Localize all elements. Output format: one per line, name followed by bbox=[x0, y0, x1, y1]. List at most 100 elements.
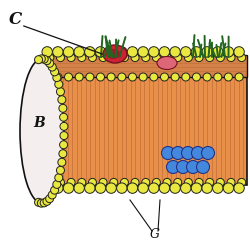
Circle shape bbox=[216, 178, 224, 186]
Bar bbox=[42, 55, 247, 77]
Circle shape bbox=[56, 88, 64, 96]
Circle shape bbox=[172, 146, 184, 160]
Circle shape bbox=[74, 47, 85, 57]
Circle shape bbox=[216, 54, 224, 62]
Circle shape bbox=[67, 54, 75, 62]
Circle shape bbox=[223, 183, 234, 193]
Circle shape bbox=[60, 113, 68, 121]
Circle shape bbox=[34, 198, 42, 206]
Circle shape bbox=[214, 73, 222, 81]
Circle shape bbox=[106, 183, 116, 193]
Circle shape bbox=[95, 183, 106, 193]
Circle shape bbox=[46, 178, 54, 186]
Circle shape bbox=[206, 54, 214, 62]
Circle shape bbox=[46, 59, 54, 67]
Circle shape bbox=[86, 73, 94, 81]
Circle shape bbox=[88, 178, 96, 186]
Circle shape bbox=[163, 178, 171, 186]
Circle shape bbox=[53, 180, 61, 188]
Circle shape bbox=[60, 132, 68, 140]
Circle shape bbox=[59, 104, 67, 112]
Circle shape bbox=[174, 178, 182, 186]
Circle shape bbox=[212, 47, 223, 57]
Circle shape bbox=[50, 186, 58, 194]
Circle shape bbox=[75, 73, 83, 81]
Circle shape bbox=[150, 73, 158, 81]
Circle shape bbox=[202, 183, 212, 193]
Circle shape bbox=[96, 73, 104, 81]
Circle shape bbox=[131, 178, 139, 186]
Circle shape bbox=[42, 47, 52, 57]
Circle shape bbox=[64, 73, 72, 81]
Circle shape bbox=[85, 47, 95, 57]
Circle shape bbox=[37, 55, 45, 63]
Circle shape bbox=[191, 47, 202, 57]
Circle shape bbox=[118, 73, 126, 81]
Circle shape bbox=[48, 191, 56, 199]
Text: B: B bbox=[33, 116, 45, 130]
Circle shape bbox=[37, 199, 45, 207]
Text: C: C bbox=[8, 12, 22, 28]
Circle shape bbox=[34, 56, 42, 64]
Circle shape bbox=[170, 183, 180, 193]
Circle shape bbox=[224, 73, 232, 81]
Circle shape bbox=[138, 183, 148, 193]
Circle shape bbox=[152, 54, 160, 62]
Circle shape bbox=[48, 63, 56, 71]
Circle shape bbox=[166, 160, 179, 173]
Circle shape bbox=[142, 178, 150, 186]
Circle shape bbox=[159, 183, 170, 193]
Circle shape bbox=[234, 183, 244, 193]
Bar bbox=[42, 77, 247, 185]
Circle shape bbox=[184, 178, 192, 186]
Circle shape bbox=[78, 54, 86, 62]
Circle shape bbox=[74, 183, 85, 193]
Circle shape bbox=[78, 178, 86, 186]
Circle shape bbox=[139, 73, 147, 81]
Circle shape bbox=[227, 178, 235, 186]
Circle shape bbox=[223, 47, 234, 57]
Circle shape bbox=[182, 73, 190, 81]
Circle shape bbox=[160, 73, 168, 81]
Circle shape bbox=[184, 54, 192, 62]
Circle shape bbox=[171, 73, 179, 81]
Circle shape bbox=[131, 54, 139, 62]
Circle shape bbox=[95, 47, 106, 57]
Ellipse shape bbox=[103, 45, 127, 63]
Circle shape bbox=[54, 73, 62, 81]
Circle shape bbox=[170, 47, 180, 57]
Circle shape bbox=[212, 183, 223, 193]
Circle shape bbox=[43, 197, 51, 205]
Circle shape bbox=[195, 54, 203, 62]
Circle shape bbox=[56, 166, 64, 174]
Circle shape bbox=[43, 57, 51, 65]
Circle shape bbox=[42, 183, 52, 193]
Circle shape bbox=[191, 183, 202, 193]
Text: G: G bbox=[150, 228, 160, 241]
Circle shape bbox=[127, 47, 138, 57]
Circle shape bbox=[227, 54, 235, 62]
Circle shape bbox=[128, 73, 136, 81]
Circle shape bbox=[235, 73, 243, 81]
Circle shape bbox=[46, 195, 54, 203]
Circle shape bbox=[202, 47, 212, 57]
Circle shape bbox=[116, 47, 127, 57]
Circle shape bbox=[55, 80, 63, 88]
Circle shape bbox=[85, 183, 95, 193]
Circle shape bbox=[148, 183, 159, 193]
Circle shape bbox=[192, 146, 204, 160]
Circle shape bbox=[58, 158, 66, 166]
Circle shape bbox=[238, 178, 246, 186]
Circle shape bbox=[180, 183, 191, 193]
Circle shape bbox=[99, 54, 107, 62]
Ellipse shape bbox=[157, 56, 177, 70]
Circle shape bbox=[106, 47, 116, 57]
Circle shape bbox=[43, 73, 51, 81]
Circle shape bbox=[58, 96, 66, 104]
Circle shape bbox=[234, 47, 244, 57]
Ellipse shape bbox=[106, 49, 120, 59]
Circle shape bbox=[159, 47, 170, 57]
Circle shape bbox=[107, 73, 115, 81]
Circle shape bbox=[182, 146, 194, 160]
Circle shape bbox=[148, 47, 159, 57]
